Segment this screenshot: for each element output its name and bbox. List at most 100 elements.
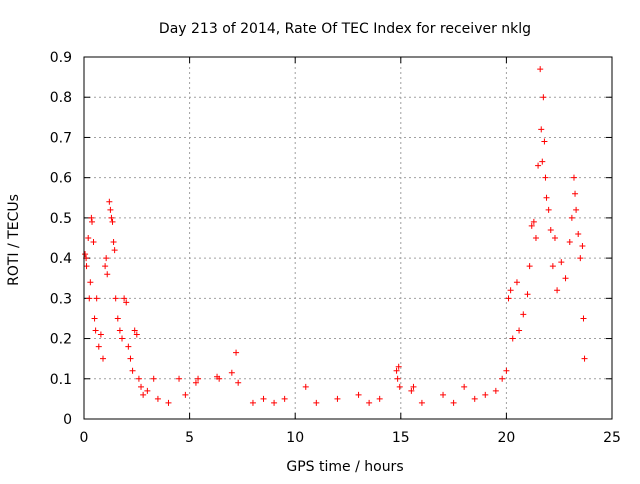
data-point — [542, 174, 549, 181]
data-point — [108, 214, 115, 221]
data-point — [228, 369, 235, 376]
data-point — [119, 335, 126, 342]
data-point — [91, 315, 98, 322]
data-point — [97, 331, 104, 338]
data-point — [100, 355, 107, 362]
data-point — [355, 391, 362, 398]
data-point — [313, 399, 320, 406]
data-point — [92, 327, 99, 334]
data-point — [539, 158, 546, 165]
data-point — [450, 399, 457, 406]
data-point — [516, 327, 523, 334]
data-point — [577, 255, 584, 262]
y-tick-label: 0.8 — [50, 90, 72, 106]
data-point — [528, 222, 535, 229]
data-point — [140, 391, 147, 398]
data-point — [195, 375, 202, 382]
data-point — [249, 399, 256, 406]
data-point — [570, 174, 577, 181]
data-point — [513, 279, 520, 286]
y-tick-label: 0.3 — [50, 291, 72, 307]
data-point — [90, 239, 97, 246]
data-point — [138, 383, 145, 390]
data-point — [83, 263, 90, 270]
data-point — [133, 331, 140, 338]
data-point — [396, 383, 403, 390]
x-axis-label: GPS time / hours — [286, 459, 403, 475]
data-point — [123, 299, 130, 306]
data-point — [302, 383, 309, 390]
data-point — [107, 206, 114, 213]
grid-lines — [84, 57, 612, 419]
data-point — [165, 399, 172, 406]
data-point — [125, 343, 132, 350]
data-point — [150, 375, 157, 382]
data-point — [537, 66, 544, 73]
chart-title: Day 213 of 2014, Rate Of TEC Index for r… — [159, 21, 531, 37]
data-point — [93, 295, 100, 302]
data-point — [520, 311, 527, 318]
axis-ticks: 0 5 10 15 20 25 0 0.1 0.2 0.3 0.4 0.5 0.6 0.7 0.8 0.9 — [50, 50, 621, 446]
data-points — [82, 66, 588, 406]
data-point — [482, 391, 489, 398]
data-point — [104, 271, 111, 278]
data-point — [572, 190, 579, 197]
data-point — [408, 387, 415, 394]
data-point — [235, 379, 242, 386]
data-point — [530, 218, 537, 225]
data-point — [176, 375, 183, 382]
x-tick-label: 5 — [185, 430, 194, 446]
x-tick-label: 10 — [286, 430, 304, 446]
data-point — [524, 291, 531, 298]
data-point — [110, 239, 117, 246]
data-point — [535, 162, 542, 169]
data-point — [503, 367, 510, 374]
data-point — [334, 395, 341, 402]
data-point — [111, 247, 118, 254]
data-point — [580, 315, 587, 322]
data-point — [82, 251, 89, 258]
data-point — [87, 279, 94, 286]
y-tick-label: 0.7 — [50, 130, 72, 146]
x-tick-label: 25 — [603, 430, 621, 446]
data-point — [154, 395, 161, 402]
data-point — [541, 138, 548, 145]
data-point — [89, 218, 96, 225]
data-point — [545, 206, 552, 213]
data-point — [526, 263, 533, 270]
data-point — [547, 226, 554, 233]
data-point — [394, 375, 401, 382]
data-point — [127, 355, 134, 362]
data-point — [135, 375, 142, 382]
data-point — [271, 399, 278, 406]
data-point — [492, 387, 499, 394]
data-point — [549, 263, 556, 270]
y-tick-label: 0.5 — [50, 211, 72, 227]
data-point — [182, 391, 189, 398]
data-point — [505, 295, 512, 302]
data-point — [116, 327, 123, 334]
data-point — [366, 399, 373, 406]
data-point — [471, 395, 478, 402]
data-point — [538, 126, 545, 133]
data-point — [410, 383, 417, 390]
data-point — [102, 263, 109, 270]
data-point — [121, 295, 128, 302]
data-point — [543, 194, 550, 201]
data-point — [566, 239, 573, 246]
data-point — [551, 235, 558, 241]
y-tick-label: 0 — [63, 412, 72, 428]
data-point — [233, 349, 240, 356]
data-point — [114, 315, 121, 322]
y-axis-label: ROTI / TECUs — [6, 194, 22, 286]
data-point — [131, 327, 138, 334]
data-point — [554, 287, 561, 294]
data-point — [281, 395, 288, 402]
data-point — [106, 198, 113, 205]
data-point — [95, 343, 102, 350]
data-point — [575, 230, 582, 237]
x-tick-label: 20 — [497, 430, 515, 446]
x-tick-label: 15 — [392, 430, 410, 446]
